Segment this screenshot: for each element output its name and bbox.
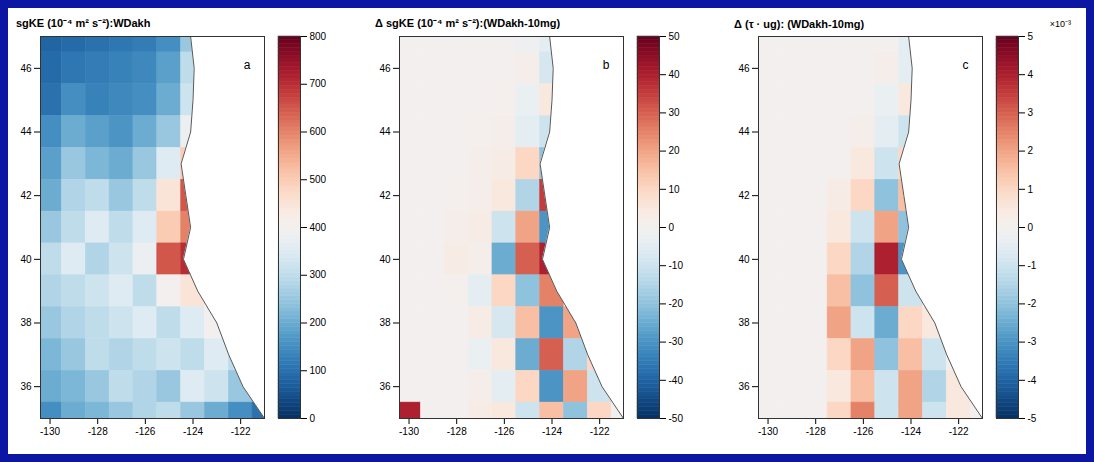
svg-text:-126: -126: [135, 426, 155, 437]
svg-text:50: 50: [669, 31, 681, 42]
svg-text:-128: -128: [88, 426, 108, 437]
svg-text:-124: -124: [183, 426, 203, 437]
svg-text:38: 38: [379, 317, 391, 328]
svg-text:-4: -4: [1028, 375, 1037, 386]
svg-text:-124: -124: [901, 426, 921, 437]
svg-text:-130: -130: [758, 426, 778, 437]
svg-text:100: 100: [310, 365, 327, 376]
svg-text:46: 46: [20, 63, 32, 74]
svg-text:3: 3: [1028, 107, 1034, 118]
svg-text:46: 46: [738, 63, 750, 74]
svg-text:42: 42: [379, 190, 391, 201]
svg-text:-3: -3: [1028, 336, 1037, 347]
svg-text:-10: -10: [669, 260, 684, 271]
html-text:Δ sgKE (10⁻⁴ m² s⁻²):(WDakh-10: Δ sgKE (10⁻⁴ m² s⁻²):(WDakh-10mg): [375, 17, 561, 29]
svg-text:-126: -126: [853, 426, 873, 437]
svg-text:44: 44: [20, 126, 32, 137]
svg-text:-128: -128: [806, 426, 826, 437]
svg-text:38: 38: [738, 317, 750, 328]
svg-text:40: 40: [669, 69, 681, 80]
svg-text:2: 2: [1028, 145, 1034, 156]
svg-text:a: a: [244, 58, 251, 72]
svg-text:42: 42: [738, 190, 750, 201]
svg-text:400: 400: [310, 222, 327, 233]
svg-text:-122: -122: [949, 426, 969, 437]
svg-text:800: 800: [310, 31, 327, 42]
svg-text:38: 38: [20, 317, 32, 328]
svg-text:-126: -126: [494, 426, 514, 437]
svg-text:700: 700: [310, 78, 327, 89]
svg-text:40: 40: [379, 254, 391, 265]
svg-text:46: 46: [379, 63, 391, 74]
svg-text:600: 600: [310, 126, 327, 137]
svg-text:36: 36: [20, 381, 32, 392]
svg-text:-122: -122: [231, 426, 251, 437]
html-text:×10⁻³: ×10⁻³: [1049, 19, 1071, 29]
svg-text:40: 40: [20, 254, 32, 265]
svg-text:44: 44: [738, 126, 750, 137]
svg-text:300: 300: [310, 269, 327, 280]
svg-text:36: 36: [738, 381, 750, 392]
svg-text:-122: -122: [590, 426, 610, 437]
svg-text:-20: -20: [669, 298, 684, 309]
svg-text:0: 0: [310, 413, 316, 424]
svg-text:1: 1: [1028, 184, 1034, 195]
svg-text:-40: -40: [669, 375, 684, 386]
svg-text:-130: -130: [399, 426, 419, 437]
svg-text:b: b: [603, 58, 610, 72]
svg-text:20: 20: [669, 145, 681, 156]
svg-text:42: 42: [20, 190, 32, 201]
svg-text:44: 44: [379, 126, 391, 137]
svg-text:c: c: [963, 58, 969, 72]
svg-text:-1: -1: [1028, 260, 1037, 271]
svg-text:0: 0: [1028, 222, 1034, 233]
svg-text:-50: -50: [669, 413, 684, 424]
svg-text:36: 36: [379, 381, 391, 392]
html-text:Δ (τ · ug): (WDakh-10mg): Δ (τ · ug): (WDakh-10mg): [734, 18, 865, 30]
svg-text:5: 5: [1028, 31, 1034, 42]
svg-text:-2: -2: [1028, 298, 1037, 309]
svg-text:0: 0: [669, 222, 675, 233]
svg-text:30: 30: [669, 107, 681, 118]
svg-text:40: 40: [738, 254, 750, 265]
svg-text:-128: -128: [447, 426, 467, 437]
svg-text:-130: -130: [40, 426, 60, 437]
svg-text:4: 4: [1028, 69, 1034, 80]
svg-text:200: 200: [310, 317, 327, 328]
svg-text:10: 10: [669, 184, 681, 195]
svg-text:-124: -124: [542, 426, 562, 437]
svg-text:-30: -30: [669, 336, 684, 347]
svg-text:-5: -5: [1028, 413, 1037, 424]
html-text:sgKE (10⁻⁴ m² s⁻²):WDakh: sgKE (10⁻⁴ m² s⁻²):WDakh: [16, 17, 151, 29]
svg-text:500: 500: [310, 174, 327, 185]
